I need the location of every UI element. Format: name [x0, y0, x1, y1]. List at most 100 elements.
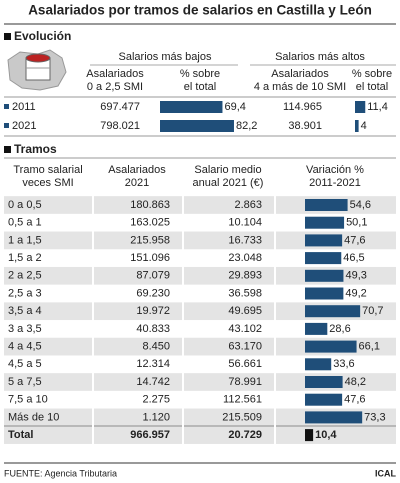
cell: 8.450 [142, 341, 170, 353]
bar-label: 48,2 [345, 376, 366, 388]
bar-label: 49,3 [345, 270, 366, 282]
section-heading: Evolución [14, 29, 71, 43]
row-band [4, 426, 396, 444]
column-header: 2011-2021 [309, 177, 361, 189]
bar [305, 340, 357, 353]
bar [305, 269, 344, 282]
column-header: % sobre [180, 68, 220, 80]
cell: 215.509 [222, 411, 262, 423]
row-band [4, 231, 396, 250]
column-header: el total [356, 81, 388, 93]
column-header: anual 2021 (€) [193, 177, 264, 189]
cell: 4,5 a 5 [8, 358, 42, 370]
cell: 16.733 [228, 234, 262, 246]
bar [305, 216, 345, 229]
cell: 114.965 [283, 101, 322, 113]
cell: 56.661 [228, 358, 262, 370]
cell: 0 a 0,5 [8, 199, 42, 211]
bar-label: 46,5 [343, 252, 364, 264]
column-header: Salario medio [194, 164, 261, 176]
column-header: Asalariados [271, 68, 329, 80]
bar-label: 33,6 [333, 358, 354, 370]
cell: 3,5 a 4 [8, 305, 42, 317]
bar-label: 54,6 [350, 199, 371, 211]
cell: 63.170 [228, 341, 262, 353]
column-header: veces SMI [22, 177, 73, 189]
cell: 697.477 [100, 101, 140, 113]
bar-label: 47,6 [344, 394, 365, 406]
cell: 14.742 [136, 376, 170, 388]
cell: 19.972 [136, 305, 170, 317]
bullet [4, 33, 11, 40]
cell: 1,5 a 2 [8, 252, 42, 264]
cell: 20.729 [228, 429, 262, 441]
bar [355, 120, 359, 132]
year: 2021 [12, 120, 36, 132]
bar [305, 322, 328, 335]
column-header: el total [184, 81, 216, 93]
bar [305, 411, 363, 424]
row-band [4, 196, 396, 214]
column-header: 0 a 2,5 SMI [87, 81, 143, 93]
column-header: Variación % [306, 164, 364, 176]
bullet [4, 104, 9, 109]
bar-label: 50,1 [346, 217, 367, 229]
bar [305, 305, 361, 318]
cell: 112.561 [223, 394, 262, 406]
bar [305, 199, 348, 211]
cell: 180.863 [130, 199, 170, 211]
column-header: Tramo salarial [13, 164, 82, 176]
cell: 29.893 [228, 270, 262, 282]
cell: Total [8, 429, 33, 441]
cell: 10.104 [228, 217, 262, 229]
title: Asalariados por tramos de salarios en Ca… [28, 3, 372, 18]
cell: 215.958 [130, 234, 170, 246]
bar-label: 11,4 [367, 101, 388, 113]
cell: 966.957 [130, 429, 170, 441]
cell: 1 a 1,5 [8, 234, 42, 246]
bar [305, 234, 343, 247]
row-band [4, 302, 396, 321]
cell: 1.120 [142, 411, 170, 423]
bar [305, 376, 343, 388]
bar-label: 82,2 [236, 120, 257, 132]
cell: 3 a 3,5 [8, 323, 42, 335]
bar-label: 73,3 [364, 411, 385, 423]
bar [305, 429, 314, 442]
bar-label: 66,1 [359, 341, 380, 353]
cell: 49.695 [228, 305, 262, 317]
bar-label: 10,4 [315, 429, 337, 441]
bar [305, 358, 332, 371]
credit: ICAL [375, 468, 396, 478]
row-band [4, 373, 396, 391]
cell: 78.991 [228, 376, 262, 388]
bullet [4, 123, 9, 128]
cell: 38.901 [288, 120, 322, 132]
cell: 36.598 [228, 287, 262, 299]
cell: 798.021 [100, 120, 140, 132]
cell: 2,5 a 3 [8, 287, 42, 299]
cell: 5 a 7,5 [8, 376, 42, 388]
column-header: Asalariados [86, 68, 144, 80]
cell: 87.079 [136, 270, 170, 282]
cell: 0,5 a 1 [8, 217, 42, 229]
cell: 7,5 a 10 [8, 394, 48, 406]
column-header: % sobre [352, 68, 392, 80]
bar-label: 4 [361, 120, 367, 132]
cell: 23.048 [228, 252, 262, 264]
bar [160, 101, 223, 113]
row-band [4, 266, 396, 285]
section-heading: Tramos [14, 142, 57, 156]
map-icon [7, 49, 67, 91]
cell: 40.833 [136, 323, 170, 335]
column-header: 2021 [125, 177, 149, 189]
cell: 163.025 [130, 217, 170, 229]
group-header: Salarios más bajos [119, 51, 212, 63]
cell: 151.096 [130, 252, 170, 264]
row-band [4, 337, 396, 356]
bar-label: 28,6 [329, 323, 350, 335]
cell: 2.275 [142, 394, 170, 406]
source: FUENTE: Agencia Tributaria [4, 468, 117, 478]
